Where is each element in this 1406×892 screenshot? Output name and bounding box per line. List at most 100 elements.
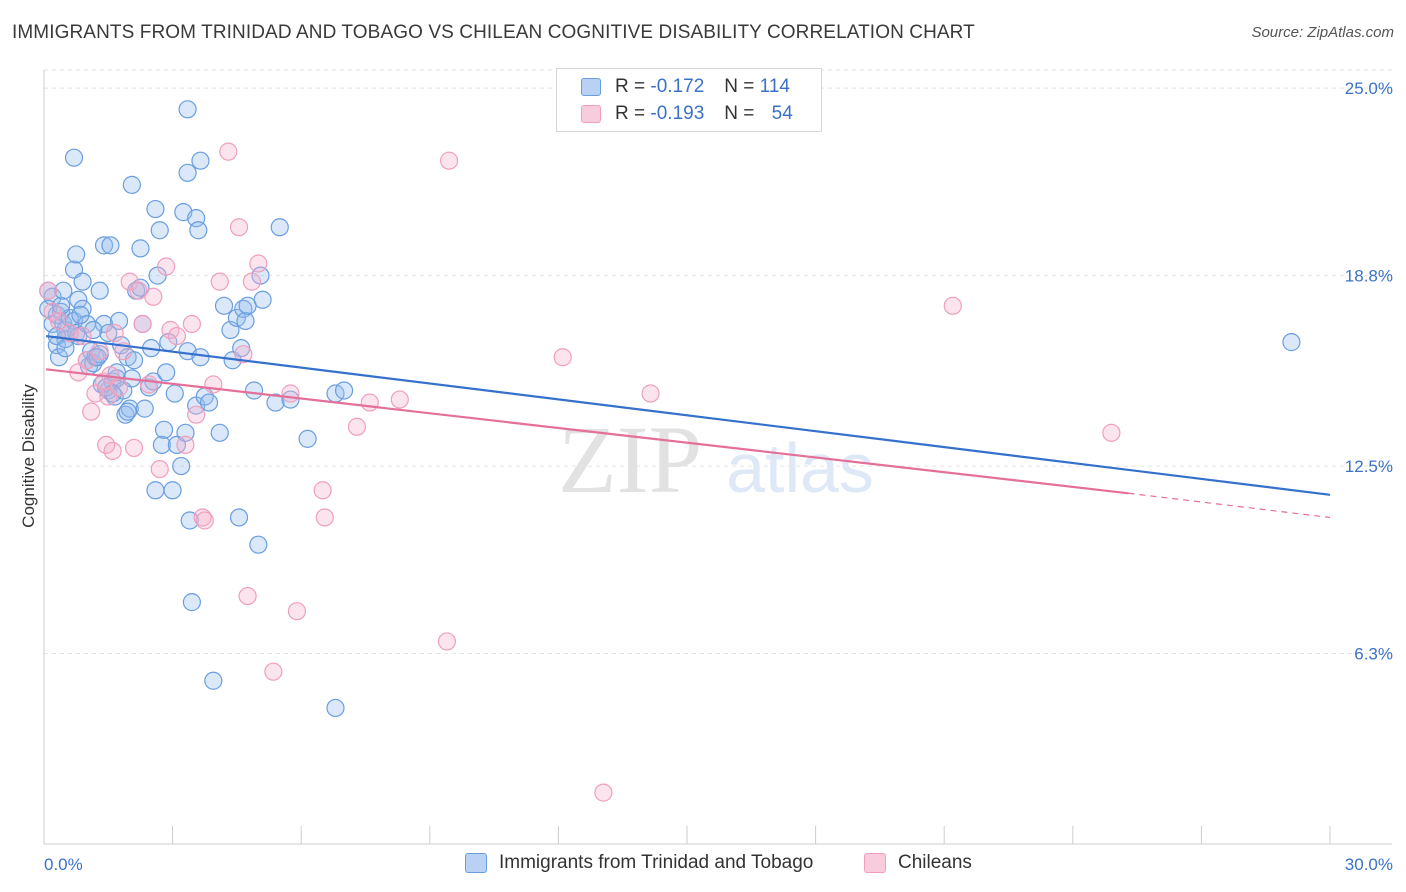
data-point-chilean — [264, 662, 283, 681]
data-point-chilean — [82, 402, 101, 421]
trend-line-chileans — [46, 368, 1129, 495]
data-point-trinidad — [1282, 333, 1301, 352]
data-point-chilean — [204, 375, 223, 394]
data-point-chilean — [347, 417, 367, 436]
data-point-trinidad — [67, 245, 86, 264]
data-point-chilean — [234, 345, 253, 364]
data-point-trinidad — [154, 420, 174, 439]
data-point-trinidad — [120, 399, 139, 418]
legend-row-blue: R = -0.172 N = 114 — [581, 74, 790, 100]
data-point-trinidad — [191, 348, 210, 367]
data-point-chilean — [210, 272, 229, 291]
data-point-chilean — [43, 302, 62, 321]
y-tick-label: 12.5% — [1345, 457, 1393, 476]
data-point-trinidad — [152, 435, 171, 455]
data-point-trinidad — [281, 390, 300, 409]
data-point-trinidad — [157, 363, 176, 382]
legend-swatch-blue — [581, 78, 601, 96]
data-point-trinidad — [249, 535, 268, 554]
data-point-chilean — [187, 405, 206, 424]
data-point-trinidad — [214, 296, 234, 315]
data-point-chilean — [287, 602, 307, 621]
data-point-chilean — [150, 459, 169, 479]
data-point-chilean — [553, 348, 572, 367]
data-point-chilean — [90, 342, 109, 361]
data-point-chilean — [249, 254, 268, 273]
data-point-chilean — [105, 323, 124, 343]
data-point-chilean — [219, 142, 238, 161]
data-point-trinidad — [49, 348, 69, 367]
data-point-trinidad — [172, 456, 191, 476]
axes — [43, 70, 1392, 845]
data-point-trinidad — [94, 236, 114, 255]
data-point-trinidad — [99, 323, 118, 343]
watermark-atlas: atlas — [726, 429, 874, 507]
data-point-trinidad — [334, 381, 354, 400]
data-point-trinidad — [69, 290, 88, 309]
data-point-trinidad — [253, 290, 272, 309]
data-point-chilean — [1102, 423, 1121, 442]
data-point-chilean — [124, 438, 144, 458]
data-point-chilean — [390, 390, 409, 409]
watermark: ZIP atlas — [558, 406, 874, 513]
data-point-trinidad — [131, 278, 150, 297]
legend-r-label: R = — [615, 76, 646, 97]
data-point-trinidad — [64, 148, 84, 167]
legend-item-chileans: Chileans — [864, 852, 972, 874]
legend-label-trinidad: Immigrants from Trinidad and Tobago — [499, 852, 814, 873]
data-point-trinidad — [191, 151, 210, 170]
data-point-trinidad — [266, 393, 285, 412]
data-point-trinidad — [146, 481, 165, 500]
data-point-trinidad — [146, 199, 165, 219]
data-point-trinidad — [163, 481, 182, 500]
data-point-chilean — [49, 311, 69, 331]
data-point-chilean — [315, 508, 334, 527]
data-point-trinidad — [131, 239, 150, 258]
data-point-chilean — [313, 481, 332, 500]
legend-swatch-pink — [581, 105, 601, 123]
data-point-chilean — [109, 378, 129, 397]
y-tick-label: 25.0% — [1345, 79, 1393, 98]
data-point-chilean — [439, 151, 459, 170]
data-point-chilean — [229, 218, 249, 237]
data-point-trinidad — [229, 508, 249, 527]
data-point-trinidad — [165, 384, 184, 403]
data-point-trinidad — [199, 393, 219, 412]
data-point-chilean — [103, 441, 122, 461]
data-point-chilean — [182, 314, 201, 334]
data-point-trinidad — [236, 311, 255, 331]
data-point-chilean — [144, 287, 163, 306]
legend-swatch-blue — [465, 853, 487, 873]
legend-swatch-pink — [864, 853, 886, 873]
legend-n-value-blue: 114 — [759, 76, 790, 97]
data-point-trinidad — [178, 100, 197, 119]
data-point-chilean — [242, 272, 262, 291]
data-point-trinidad — [178, 163, 197, 182]
y-tick-label: 18.8% — [1345, 267, 1393, 286]
data-point-chilean — [641, 384, 660, 403]
trend-line-trinidad — [46, 334, 1331, 496]
data-point-trinidad — [109, 311, 129, 331]
legend-label-chileans: Chileans — [898, 852, 972, 873]
y-tick-label: 6.3% — [1354, 645, 1393, 664]
legend-n-label: N = — [724, 76, 755, 97]
data-point-trinidad — [204, 671, 223, 690]
legend-n-label: N = — [724, 103, 755, 124]
data-point-chilean — [195, 511, 214, 530]
data-point-chilean — [594, 783, 613, 802]
data-point-trinidad — [150, 221, 169, 240]
data-point-trinidad — [56, 339, 75, 358]
series-blue-points — [39, 100, 1301, 718]
data-point-trinidad — [189, 221, 208, 240]
data-point-trinidad — [326, 698, 345, 718]
data-point-chilean — [39, 281, 58, 300]
x-tick-label: 30.0% — [1345, 855, 1393, 874]
legend-r-value-blue: -0.172 — [650, 76, 705, 97]
y-axis-label: Cognitive Disability — [19, 384, 38, 528]
data-point-trinidad — [90, 281, 109, 300]
data-point-trinidad — [270, 218, 289, 237]
data-point-chilean — [281, 384, 300, 403]
data-point-chilean — [157, 257, 176, 276]
data-point-trinidad — [118, 402, 137, 421]
